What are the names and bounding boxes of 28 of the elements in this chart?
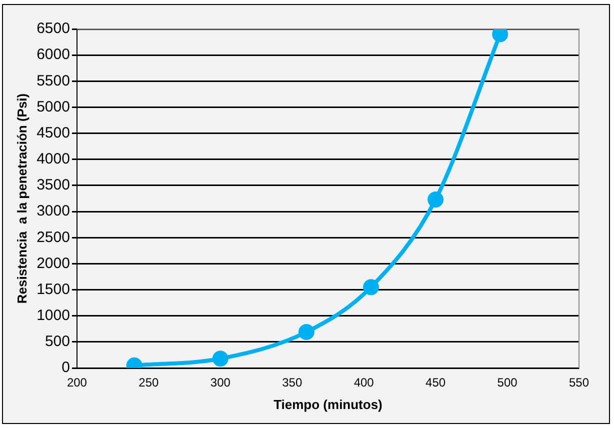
y-tick-label: 5500 [36,72,70,90]
y-tick-label: 1500 [36,280,70,298]
x-tick-label: 350 [282,376,302,390]
x-axis-title: Tiempo (minutos) [274,396,382,412]
x-tick-label: 200 [66,376,88,390]
y-tick-label: 6500 [36,20,70,38]
x-tick-label: 300 [210,376,231,390]
y-axis-title: Resistencia a la penetración (Psi) [14,93,30,304]
y-tick-label: 6000 [36,46,70,64]
y-tick-label: 2500 [36,228,70,246]
y-tick-label: 0 [62,359,70,376]
x-tick-label: 400 [354,376,374,390]
x-tick-label: 250 [138,376,160,390]
y-tick-label: 5000 [36,98,70,116]
point [212,350,228,367]
y-tick-label: 1000 [36,306,70,324]
y-tick-label: 4000 [36,150,70,168]
y-tick-label: 4500 [36,124,70,142]
point [298,324,314,340]
x-tick-label: 450 [426,376,446,390]
y-tick-label: 500 [44,333,70,350]
y-tick-label: 3000 [36,202,70,220]
point [428,192,444,208]
y-tick-label: 3500 [36,176,70,194]
y-tick-label: 2000 [36,254,70,272]
point [363,279,380,296]
x-tick-label: 550 [568,376,590,390]
x-tick-label: 500 [497,376,518,390]
